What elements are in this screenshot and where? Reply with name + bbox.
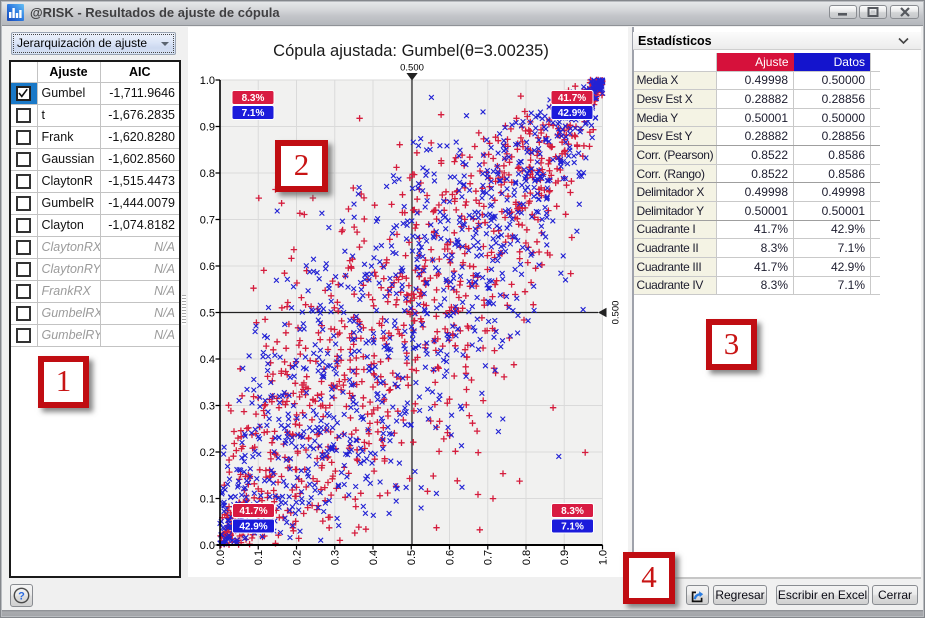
svg-text:0.500: 0.500 xyxy=(611,301,622,325)
svg-text:0.2: 0.2 xyxy=(200,447,215,459)
svg-text:42.9%: 42.9% xyxy=(558,108,586,119)
svg-text:0.500: 0.500 xyxy=(400,63,424,74)
svg-text:41.7%: 41.7% xyxy=(558,93,586,104)
svg-text:0.1: 0.1 xyxy=(200,493,215,505)
svg-text:1.0: 1.0 xyxy=(597,550,609,565)
svg-text:8.3%: 8.3% xyxy=(242,93,265,104)
svg-text:0.9: 0.9 xyxy=(200,121,215,133)
svg-text:0.1: 0.1 xyxy=(253,550,265,565)
svg-text:0.4: 0.4 xyxy=(368,550,380,565)
svg-text:7.1%: 7.1% xyxy=(561,522,584,533)
svg-text:0.4: 0.4 xyxy=(200,354,215,366)
svg-text:0.7: 0.7 xyxy=(200,214,215,226)
svg-text:0.0: 0.0 xyxy=(200,540,215,552)
svg-text:0.6: 0.6 xyxy=(444,550,456,565)
svg-text:8.3%: 8.3% xyxy=(561,506,584,517)
svg-text:Cópula ajustada: Gumbel(θ=3.00: Cópula ajustada: Gumbel(θ=3.00235) xyxy=(273,42,549,60)
svg-text:0.9: 0.9 xyxy=(559,550,571,565)
svg-text:0.3: 0.3 xyxy=(200,400,215,412)
svg-text:0.7: 0.7 xyxy=(483,550,495,565)
svg-text:7.1%: 7.1% xyxy=(242,108,265,119)
svg-text:0.2: 0.2 xyxy=(291,550,303,565)
svg-text:42.9%: 42.9% xyxy=(239,522,267,533)
svg-text:?: ? xyxy=(18,591,25,603)
svg-text:0.3: 0.3 xyxy=(330,550,342,565)
svg-text:0.5: 0.5 xyxy=(200,307,215,319)
svg-text:0.0: 0.0 xyxy=(215,550,227,565)
svg-text:1.0: 1.0 xyxy=(200,75,215,87)
svg-text:0.5: 0.5 xyxy=(406,550,418,565)
svg-text:41.7%: 41.7% xyxy=(239,506,267,517)
svg-text:0.8: 0.8 xyxy=(521,550,533,565)
svg-text:0.6: 0.6 xyxy=(200,261,215,273)
svg-text:0.8: 0.8 xyxy=(200,168,215,180)
